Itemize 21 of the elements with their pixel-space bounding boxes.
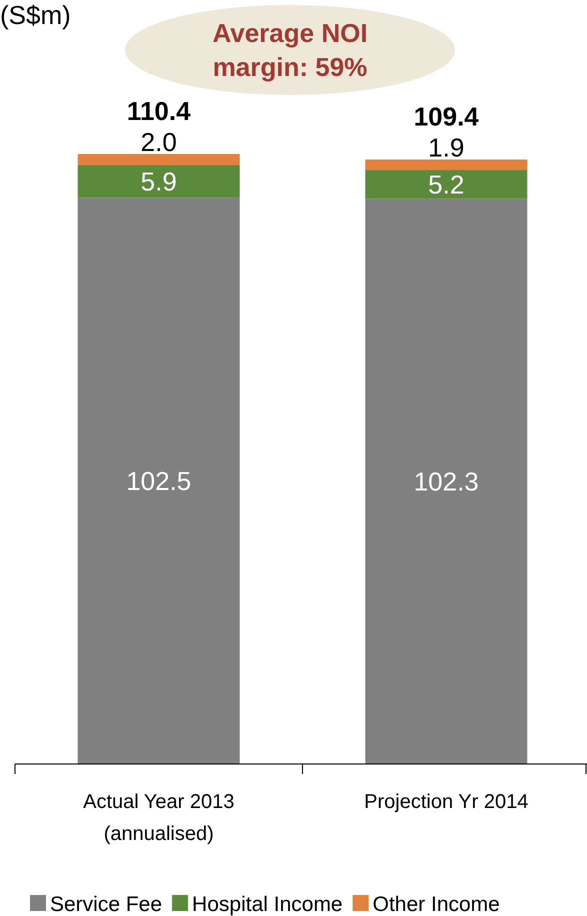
- y-axis-title: (S$m): [0, 0, 71, 30]
- text: Average NOI margin: 59%: [212, 18, 368, 82]
- data-label: 102.5: [126, 466, 192, 496]
- data-label: 5.9: [140, 166, 177, 196]
- total-label: 109.4: [414, 102, 480, 132]
- bar: [365, 198, 528, 764]
- bar: [78, 198, 240, 764]
- data-label: 5.2: [428, 169, 464, 200]
- legend-label: Hospital Income: [192, 893, 343, 916]
- total-label: 110.4: [126, 96, 192, 126]
- data-label: 102.3: [414, 466, 479, 496]
- bar: [78, 154, 240, 166]
- data-label: 2.0: [140, 127, 177, 157]
- x-tick-label: Projection Yr 2014: [364, 791, 528, 813]
- bar: [78, 165, 240, 198]
- data-label: 1.9: [428, 132, 464, 163]
- bar: [365, 160, 528, 170]
- legend-label: Other Income: [372, 893, 500, 916]
- bar: [365, 170, 528, 199]
- x-tick-label: Actual Year 2013 (annualised): [83, 791, 234, 845]
- legend-label: Service Fee: [50, 893, 162, 916]
